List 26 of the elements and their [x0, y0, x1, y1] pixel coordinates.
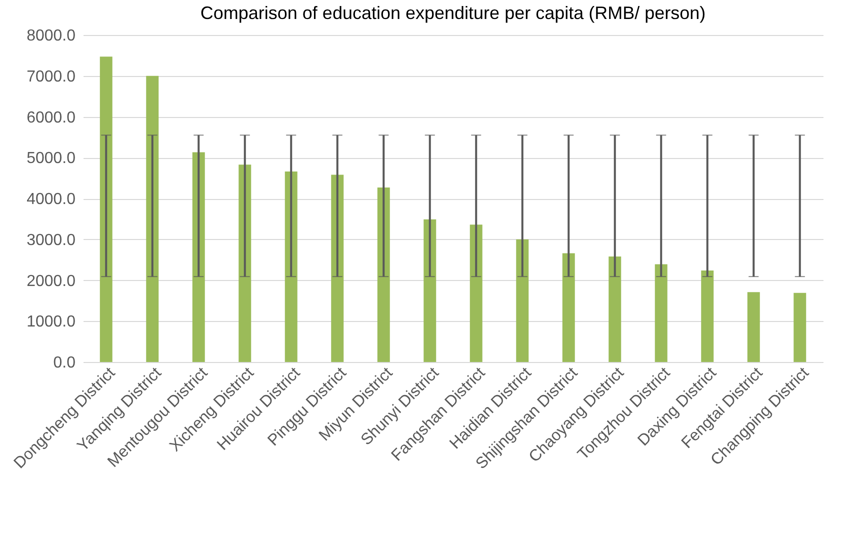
bar [100, 56, 112, 362]
bar [608, 256, 622, 362]
bar [794, 292, 806, 362]
bar [470, 224, 482, 362]
bar [192, 152, 205, 362]
bar [654, 264, 668, 362]
bar [377, 187, 390, 362]
y-tick-label: 0.0 [53, 354, 76, 372]
bar [146, 76, 159, 362]
chart-title: Comparison of education expenditure per capita (RMB/ person) [200, 3, 706, 23]
bar [701, 270, 714, 362]
y-tick-label: 8000.0 [26, 28, 76, 44]
bar [747, 292, 760, 362]
y-tick-label: 3000.0 [26, 232, 76, 249]
y-tick-label: 7000.0 [26, 68, 76, 86]
y-tick-label: 6000.0 [26, 109, 76, 126]
bar [562, 253, 575, 362]
y-tick-label: 4000.0 [26, 191, 76, 208]
y-tick-label: 5000.0 [26, 150, 76, 168]
bar [284, 172, 298, 362]
bar [331, 174, 344, 362]
bar [238, 164, 252, 362]
bar [424, 219, 436, 362]
y-tick-label: 2000.0 [26, 272, 76, 290]
y-tick-label: 1000.0 [26, 314, 76, 331]
bar [516, 239, 529, 362]
